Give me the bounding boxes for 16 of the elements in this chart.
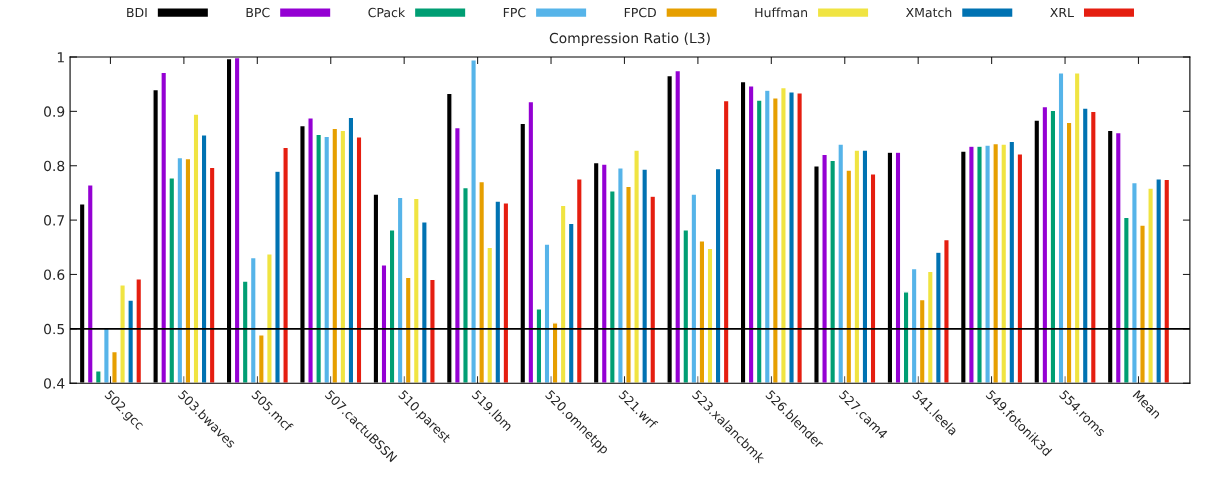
y-tick-label: 1 — [57, 52, 64, 63]
y-tick-label: 0.6 — [44, 269, 65, 280]
y-tick-label: 0.7 — [44, 215, 65, 226]
legend-label: FPC — [503, 7, 526, 18]
y-tick-label: 0.8 — [44, 160, 65, 172]
legend-label: XRL — [1050, 7, 1074, 18]
chart-title: Compression Ratio (L3) — [549, 32, 710, 46]
legend-label: XMatch — [905, 7, 952, 18]
legend-label: CPack — [368, 7, 406, 18]
y-tick-label: 0.5 — [44, 323, 64, 335]
y-tick-label: 0.9 — [44, 106, 65, 117]
legend-label: Huffman — [755, 7, 808, 18]
y-tick-label: 0.4 — [44, 378, 65, 389]
legend-label: BPC — [246, 7, 270, 18]
legend-label: BDI — [127, 7, 147, 18]
legend-label: FPCD — [624, 7, 656, 18]
